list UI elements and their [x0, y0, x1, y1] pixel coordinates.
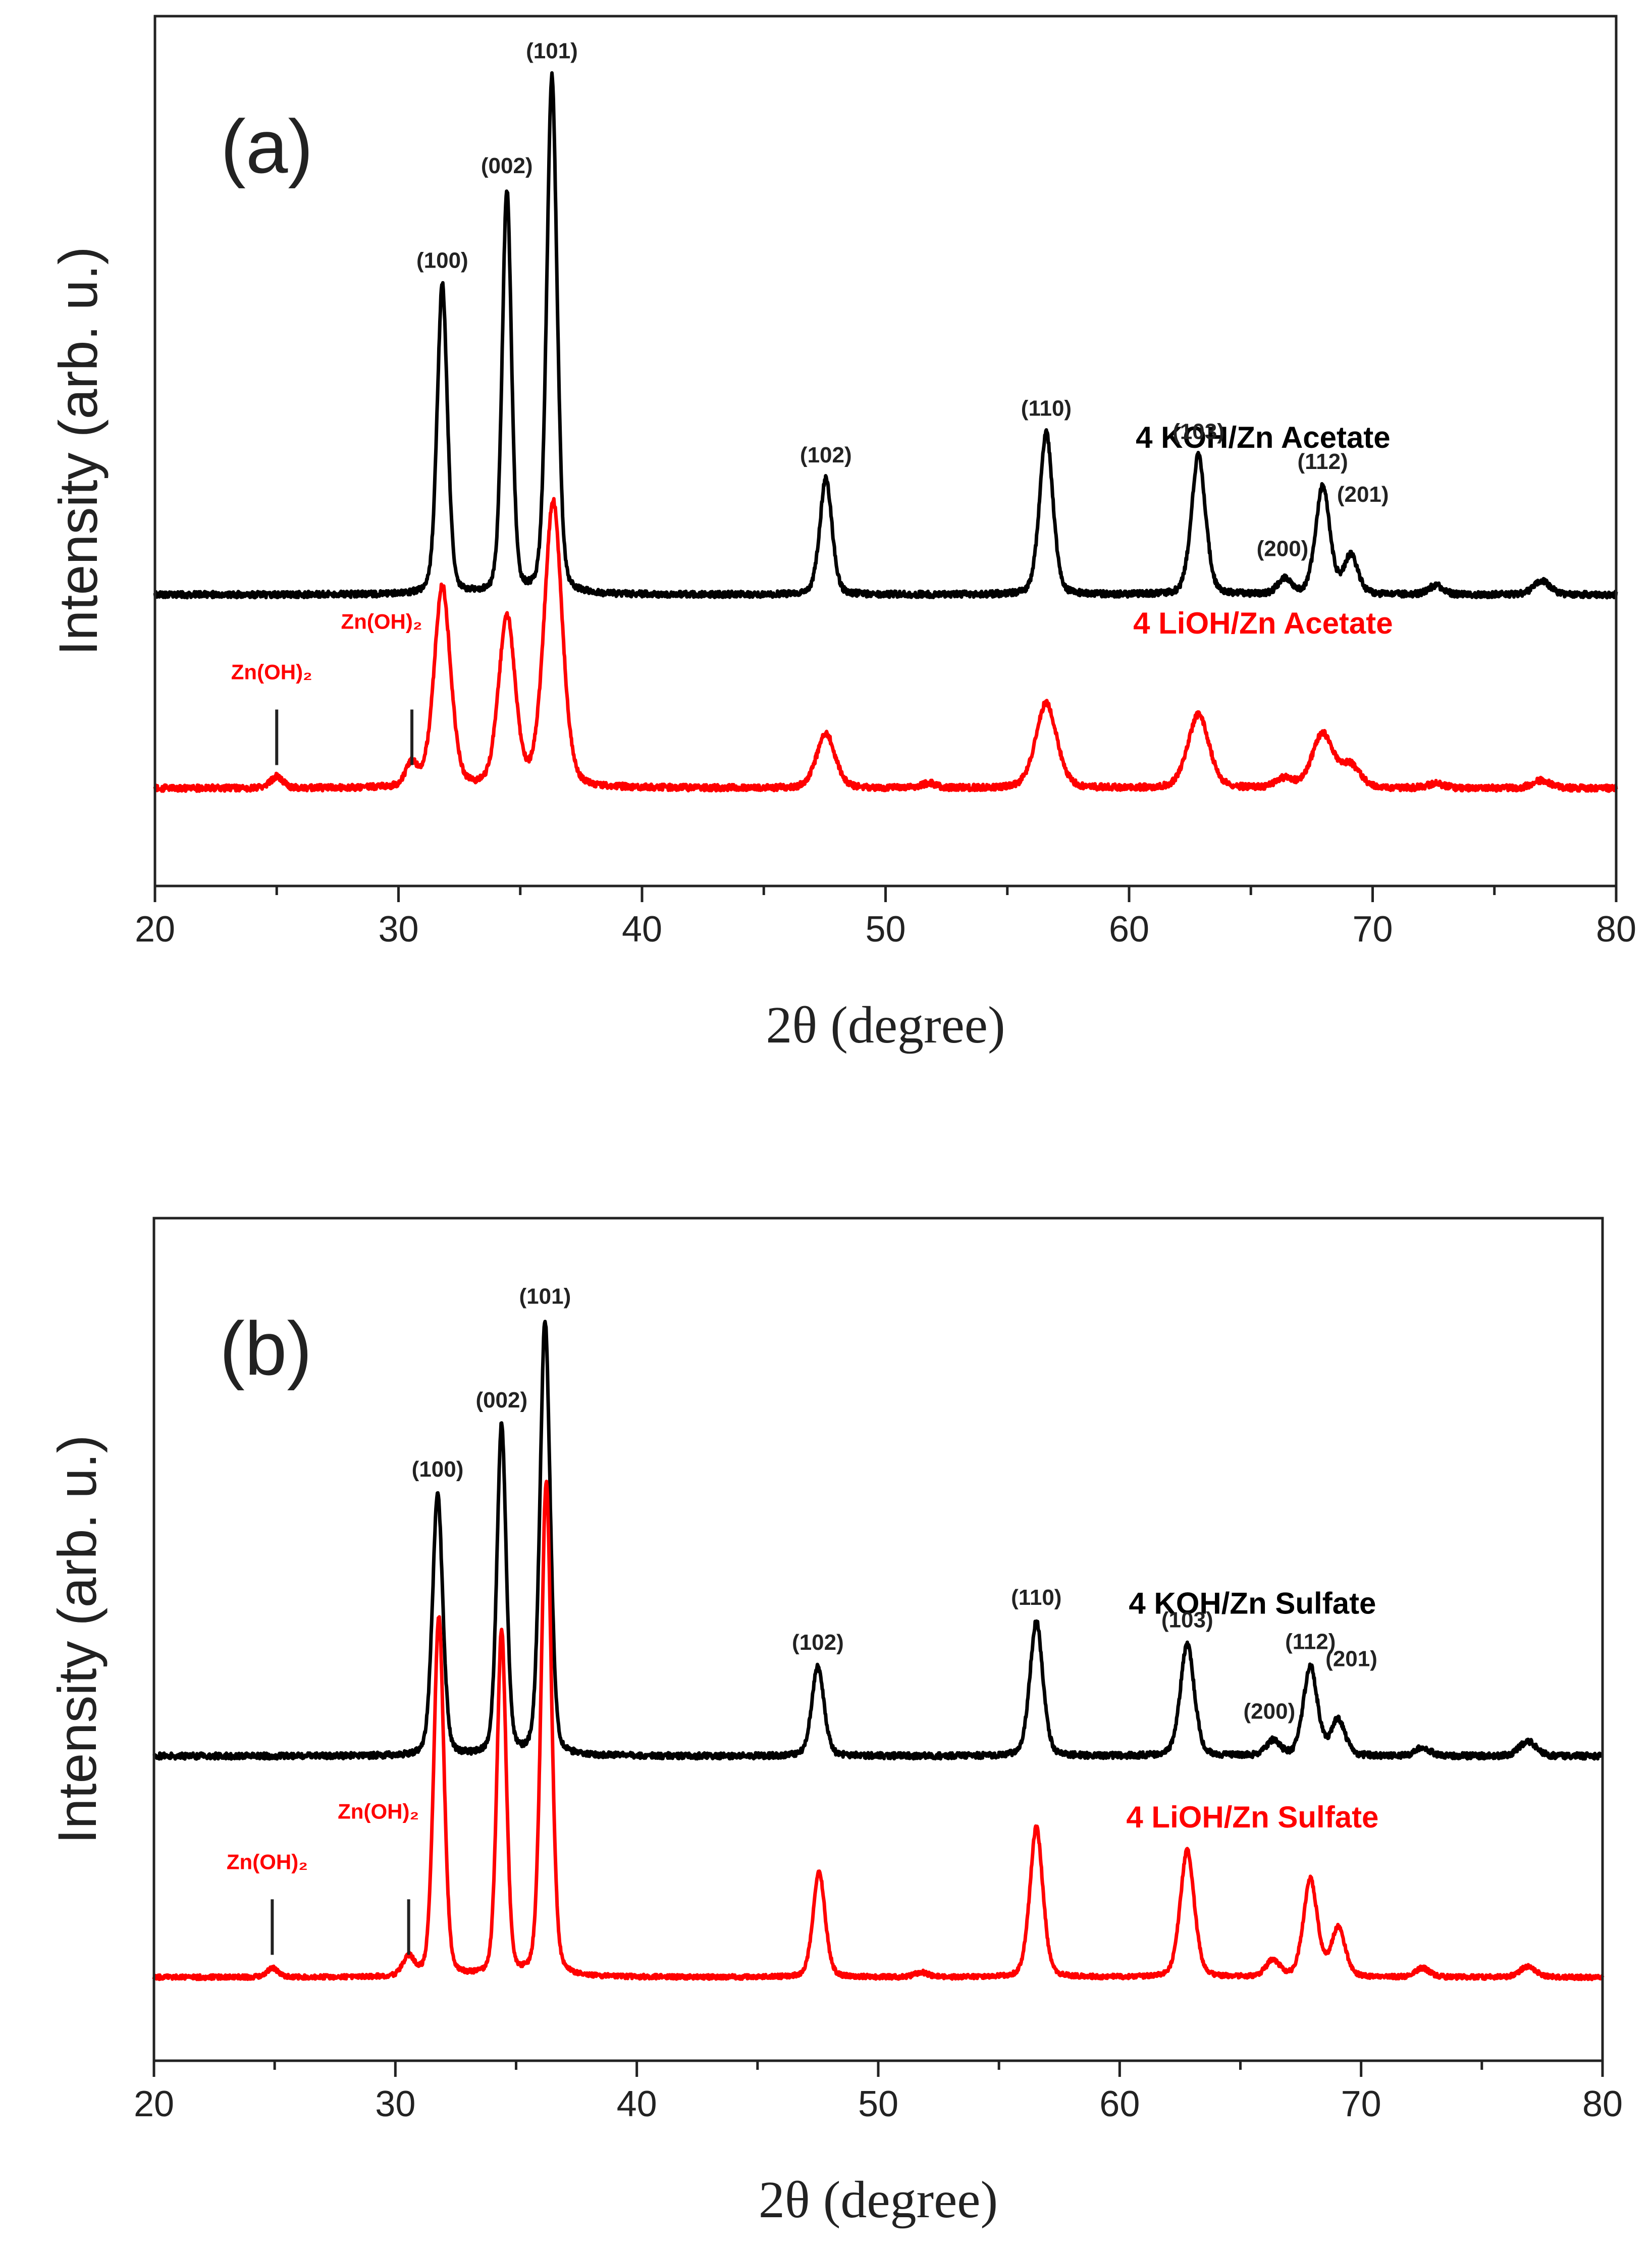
peak-label: (110) [1011, 1585, 1061, 1610]
peak-label: (112) [1285, 1629, 1336, 1654]
x-tick-label: 20 [135, 909, 175, 950]
peak-label: (102) [792, 1630, 844, 1655]
series-line-4-lioh-zn-acetate [153, 497, 1618, 793]
x-tick-label: 50 [858, 2084, 898, 2124]
series-line-4-lioh-zn-sulfate [152, 1480, 1605, 1981]
peak-label: (002) [475, 1388, 527, 1413]
x-tick-label: 60 [1109, 909, 1149, 950]
x-tick-label: 20 [134, 2084, 174, 2124]
x-tick-label: 70 [1341, 2084, 1381, 2124]
impurity-label: Zn(OH)₂ [231, 660, 312, 684]
impurity-label: Zn(OH)₂ [341, 610, 422, 634]
x-tick-label: 40 [617, 2084, 657, 2124]
x-tick-label: 70 [1352, 909, 1393, 950]
peak-label: (110) [1021, 396, 1072, 421]
x-tick-label: 30 [378, 909, 418, 950]
peak-label: (101) [526, 38, 578, 63]
panel-label: (a) [221, 104, 313, 189]
series-line-4-koh-zn-sulfate [152, 1320, 1604, 1761]
x-axis-label: 2θ (degree) [766, 996, 1005, 1054]
y-axis-label: Intensity (arb. u.) [47, 246, 109, 655]
impurity-label: Zn(OH)₂ [227, 1850, 308, 1873]
peak-label: (103) [1173, 420, 1224, 444]
series-line-4-koh-zn-acetate [153, 71, 1618, 600]
legend-label-koh: 4 KOH/Zn Acetate [1136, 421, 1391, 454]
peak-label: (200) [1244, 1699, 1296, 1723]
legend-label-koh: 4 KOH/Zn Sulfate [1129, 1586, 1376, 1620]
legend-label-lioh: 4 LiOH/Zn Acetate [1133, 606, 1393, 640]
peak-label: (100) [416, 248, 468, 273]
peak-label: (102) [800, 443, 852, 467]
peak-label: (201) [1337, 482, 1389, 507]
x-tick-label: 80 [1596, 909, 1636, 950]
legend-label-lioh: 4 LiOH/Zn Sulfate [1126, 1800, 1378, 1834]
peak-label: (200) [1257, 536, 1309, 561]
peak-label: (100) [412, 1457, 464, 1482]
peak-label: (112) [1297, 449, 1348, 474]
panel-label: (b) [220, 1306, 312, 1391]
x-tick-label: 50 [865, 909, 905, 950]
peak-label: (101) [519, 1284, 571, 1309]
chart-panel-b: 20 30 40 50 60 70 80 2θ (degree) Intensity (arb.… [46, 1217, 1623, 2229]
x-axis-label: 2θ (degree) [759, 2171, 998, 2229]
x-tick-label: 30 [375, 2084, 415, 2124]
x-tick-label: 80 [1582, 2084, 1623, 2124]
peak-label: (002) [481, 153, 533, 178]
y-axis-label: Intensity (arb. u.) [46, 1435, 108, 1844]
chart-panel-a: 20 30 40 50 60 70 80 2θ (degree) Intensity (arb.… [47, 15, 1636, 1054]
x-tick-label: 60 [1099, 2084, 1140, 2124]
peak-label: (103) [1161, 1607, 1213, 1632]
peak-label: (201) [1325, 1646, 1377, 1671]
impurity-label: Zn(OH)₂ [338, 1799, 419, 1823]
x-tick-label: 40 [622, 909, 662, 950]
